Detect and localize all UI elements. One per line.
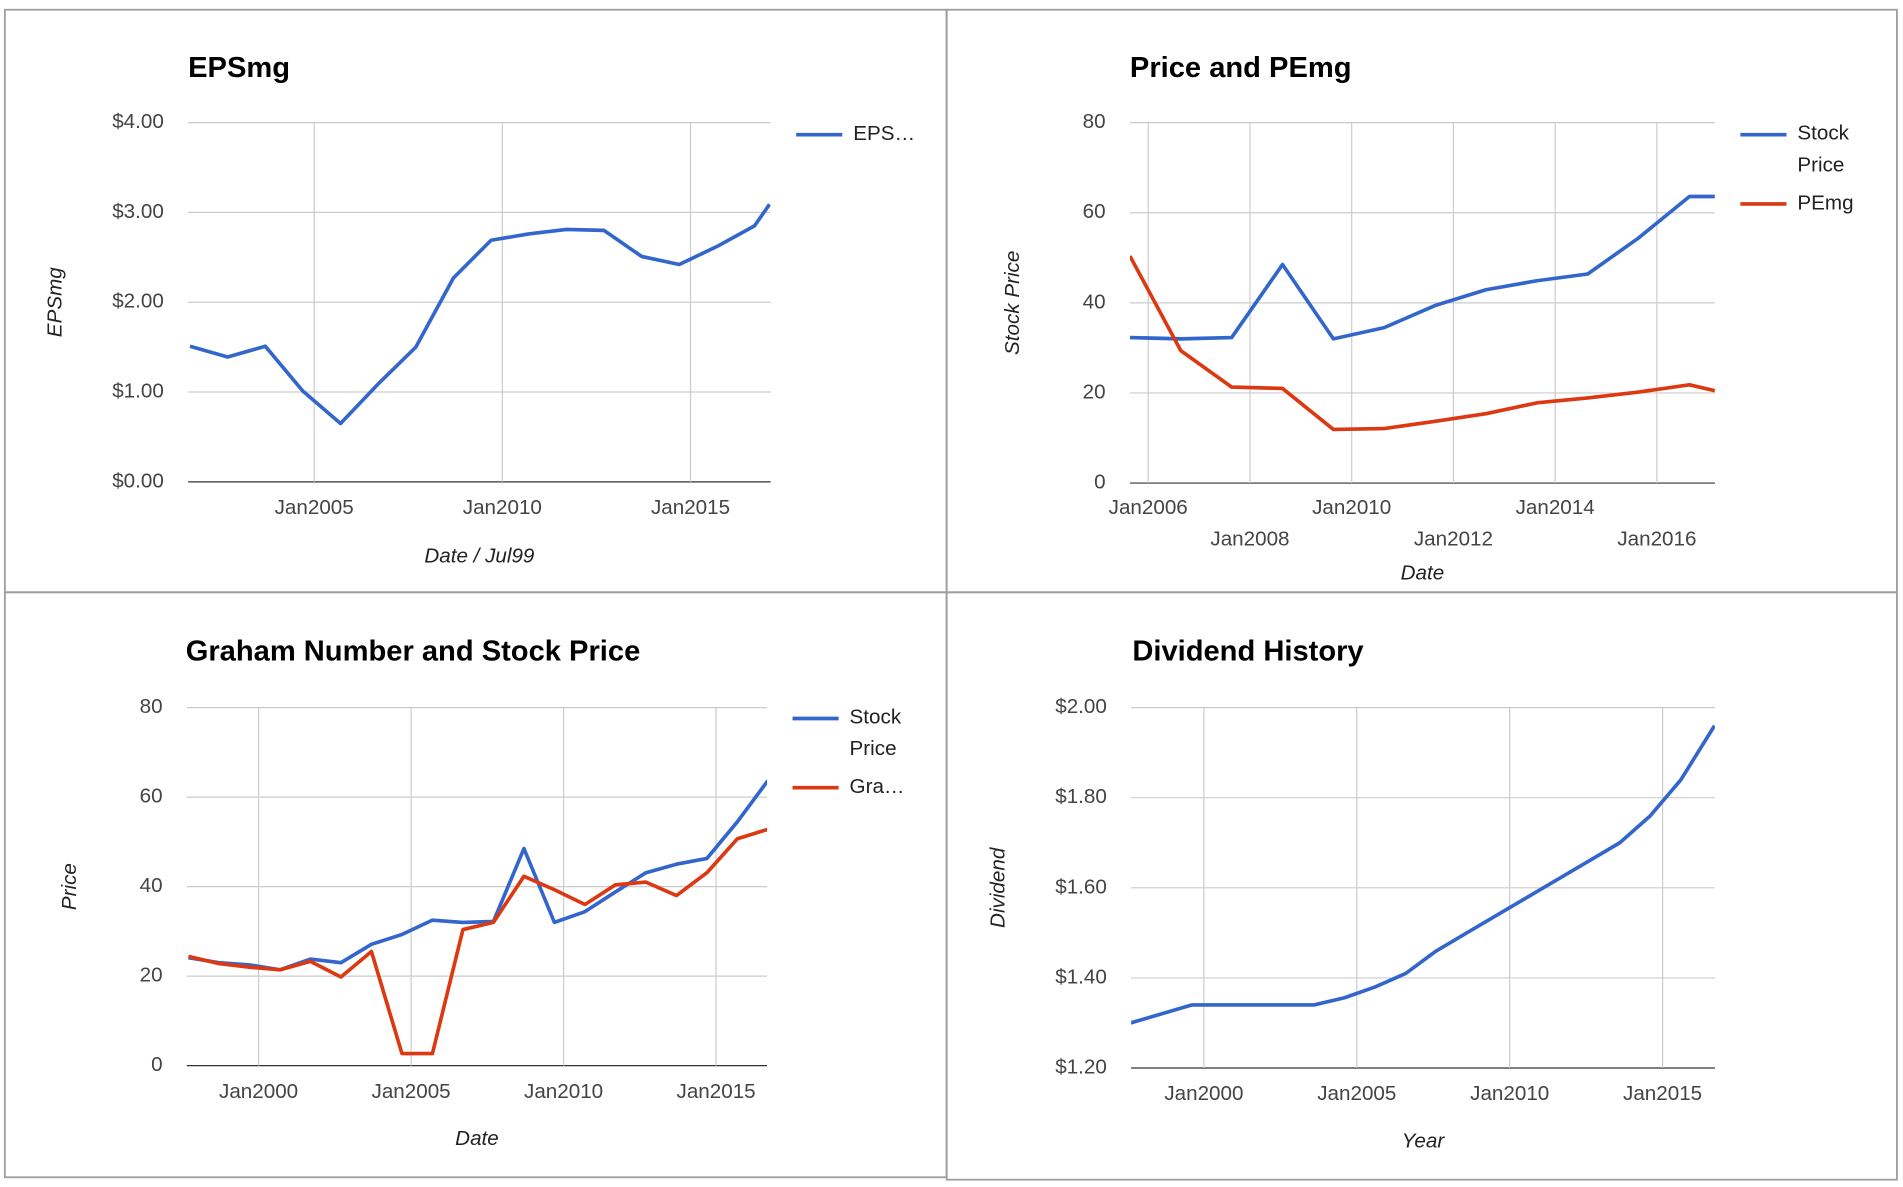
legend-label: Gra… [850,775,905,798]
y-tick-label: 60 [1083,200,1106,223]
chart: EPSmg $0.00 $1.00 $2.00 $3.00 $4.00 Jan2005 Jan… [43,52,915,568]
chart-title: Dividend History [1132,636,1364,668]
data-line [1131,724,1715,1025]
x-tick-label: Jan2016 [1617,528,1696,551]
y-tick-label: $1.80 [1055,785,1107,808]
legend-line: Stock [850,706,907,729]
y-axis-title: Stock Price [1001,251,1024,355]
legend-line: Price [850,738,897,761]
chart: Price and PEmg 0 20 40 60 80 Jan2006 Jan2008 Jan… [1001,52,1855,585]
x-tick-label: Jan2014 [1516,496,1595,519]
legend-line: Stock [1797,122,1854,145]
data-line [189,203,771,426]
chart-title: EPSmg [188,52,290,84]
y-tick-label: $1.20 [1055,1055,1107,1078]
x-axis-title: Year [1402,1130,1446,1153]
y-tick-label: $1.00 [112,379,164,402]
y-axis-title: Dividend [986,846,1009,928]
x-tick-label: Jan2015 [651,496,730,519]
chart: Graham Number and Stock Price 0 20 40 60 80 Ja… [58,636,907,1150]
x-tick-label: Jan2010 [1470,1082,1549,1105]
y-tick-label: $3.00 [112,200,164,223]
y-tick-label: 0 [1094,471,1105,494]
data-line [1129,255,1715,432]
x-tick-label: Jan2005 [372,1080,451,1103]
y-tick-label: 40 [1083,290,1106,313]
y-axis-title: EPSmg [43,267,66,337]
y-tick-label: $2.00 [1055,695,1107,718]
chart-title: Price and PEmg [1130,52,1352,84]
y-tick-label: $4.00 [112,110,164,133]
legend-label: Stock Price [850,706,907,761]
y-tick-label: 80 [1083,110,1106,133]
chart-title: Graham Number and Stock Price [186,636,641,668]
legend-line: Price [1797,154,1844,177]
x-tick-label: Jan2000 [1164,1082,1243,1105]
x-tick-label: Jan2006 [1109,496,1188,519]
x-axis-title: Date / Jul99 [424,545,535,568]
x-tick-label: Jan2015 [677,1080,756,1103]
x-tick-label: Jan2015 [1623,1082,1702,1105]
x-tick-label: Jan2012 [1414,528,1493,551]
x-axis-title: Date [1401,562,1445,585]
x-tick-label: Jan2010 [524,1080,603,1103]
chart: Dividend History $1.20 $1.40 $1.60 $1.80 $2.0… [986,636,1715,1153]
x-tick-label: Jan2010 [1312,496,1391,519]
y-axis-title: Price [58,863,81,910]
legend-label: PEmg [1797,191,1853,214]
x-tick-label: Jan2005 [1317,1082,1396,1105]
x-tick-label: Jan2008 [1210,528,1289,551]
x-tick-label: Jan2005 [275,496,354,519]
y-tick-label: $1.40 [1055,965,1107,988]
x-tick-label: Jan2010 [463,496,542,519]
y-tick-label: 60 [140,785,163,808]
y-tick-label: 20 [140,964,163,987]
data-line [1129,194,1715,341]
panel [945,591,1898,1181]
x-axis-title: Date [455,1127,499,1150]
y-tick-label: $1.60 [1055,875,1107,898]
legend-label: Stock Price [1797,122,1854,177]
y-tick-label: 0 [151,1053,162,1076]
y-tick-label: 20 [1083,380,1106,403]
x-tick-label: Jan2000 [219,1080,298,1103]
y-tick-label: 40 [140,874,163,897]
y-tick-label: $0.00 [112,469,164,492]
data-line [188,827,768,1056]
y-tick-label: 80 [140,695,163,718]
legend-label: EPS… [853,122,915,145]
y-tick-label: $2.00 [112,290,164,313]
